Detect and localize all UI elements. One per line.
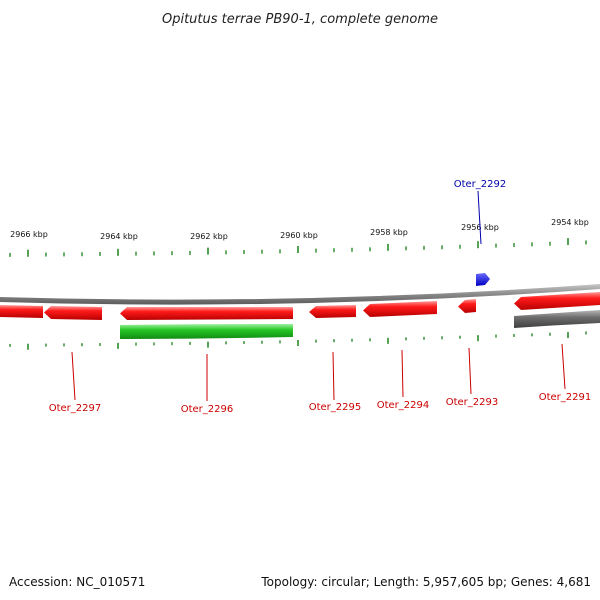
pseudo-gene-bar[interactable] — [514, 310, 600, 328]
leader-line — [477, 190, 482, 245]
ruler-label: 2966 kbp — [10, 230, 48, 239]
gene-oter-2295-arrow[interactable] — [309, 305, 356, 318]
leader-line — [71, 351, 76, 401]
ruler-label: 2958 kbp — [370, 228, 408, 237]
leader-line — [561, 343, 566, 390]
gene-label-oter-2292[interactable]: Oter_2292 — [454, 179, 507, 190]
gene-oter-2297-arrow[interactable] — [0, 305, 102, 320]
gene-label-oter-2293[interactable]: Oter_2293 — [446, 397, 499, 408]
label-leaders — [71, 190, 566, 401]
gene-oter-2291-arrow[interactable] — [514, 292, 600, 310]
ruler-label: 2964 kbp — [100, 232, 138, 241]
gene-label-oter-2297[interactable]: Oter_2297 — [49, 403, 102, 414]
gene-oter-2293-arrow[interactable] — [458, 299, 476, 313]
map-title: Opitutus terrae PB90-1, complete genome — [162, 12, 438, 27]
leader-line — [468, 347, 472, 395]
ruler-label: 2954 kbp — [551, 218, 589, 227]
gene-oter-2292-arrow[interactable] — [476, 273, 490, 286]
gene-label-oter-2295[interactable]: Oter_2295 — [309, 402, 362, 413]
rna-gene-bar[interactable] — [120, 324, 293, 339]
ruler-label: 2960 kbp — [280, 231, 318, 240]
ruler-ticks-inner — [9, 331, 587, 350]
ruler-ticks-outer — [9, 238, 587, 257]
genome-summary-text: Topology: circular; Length: 5,957,605 bp… — [260, 575, 591, 589]
gene-oter-2296-arrow[interactable] — [120, 307, 293, 320]
leader-line — [401, 349, 404, 398]
ruler-labels: 2966 kbp 2964 kbp 2962 kbp 2960 kbp 2958… — [10, 218, 589, 241]
gene-label-oter-2296[interactable]: Oter_2296 — [181, 404, 234, 415]
genome-backbone — [0, 284, 600, 305]
leader-line — [332, 351, 335, 401]
gene-label-oter-2291[interactable]: Oter_2291 — [539, 392, 592, 403]
accession-text: Accession: NC_010571 — [9, 575, 145, 589]
gene-oter-2294-arrow[interactable] — [363, 301, 437, 317]
gene-labels: Oter_2297 Oter_2296 Oter_2295 Oter_2294 … — [49, 179, 592, 415]
ruler-label: 2962 kbp — [190, 232, 228, 241]
gene-label-oter-2294[interactable]: Oter_2294 — [377, 400, 430, 411]
